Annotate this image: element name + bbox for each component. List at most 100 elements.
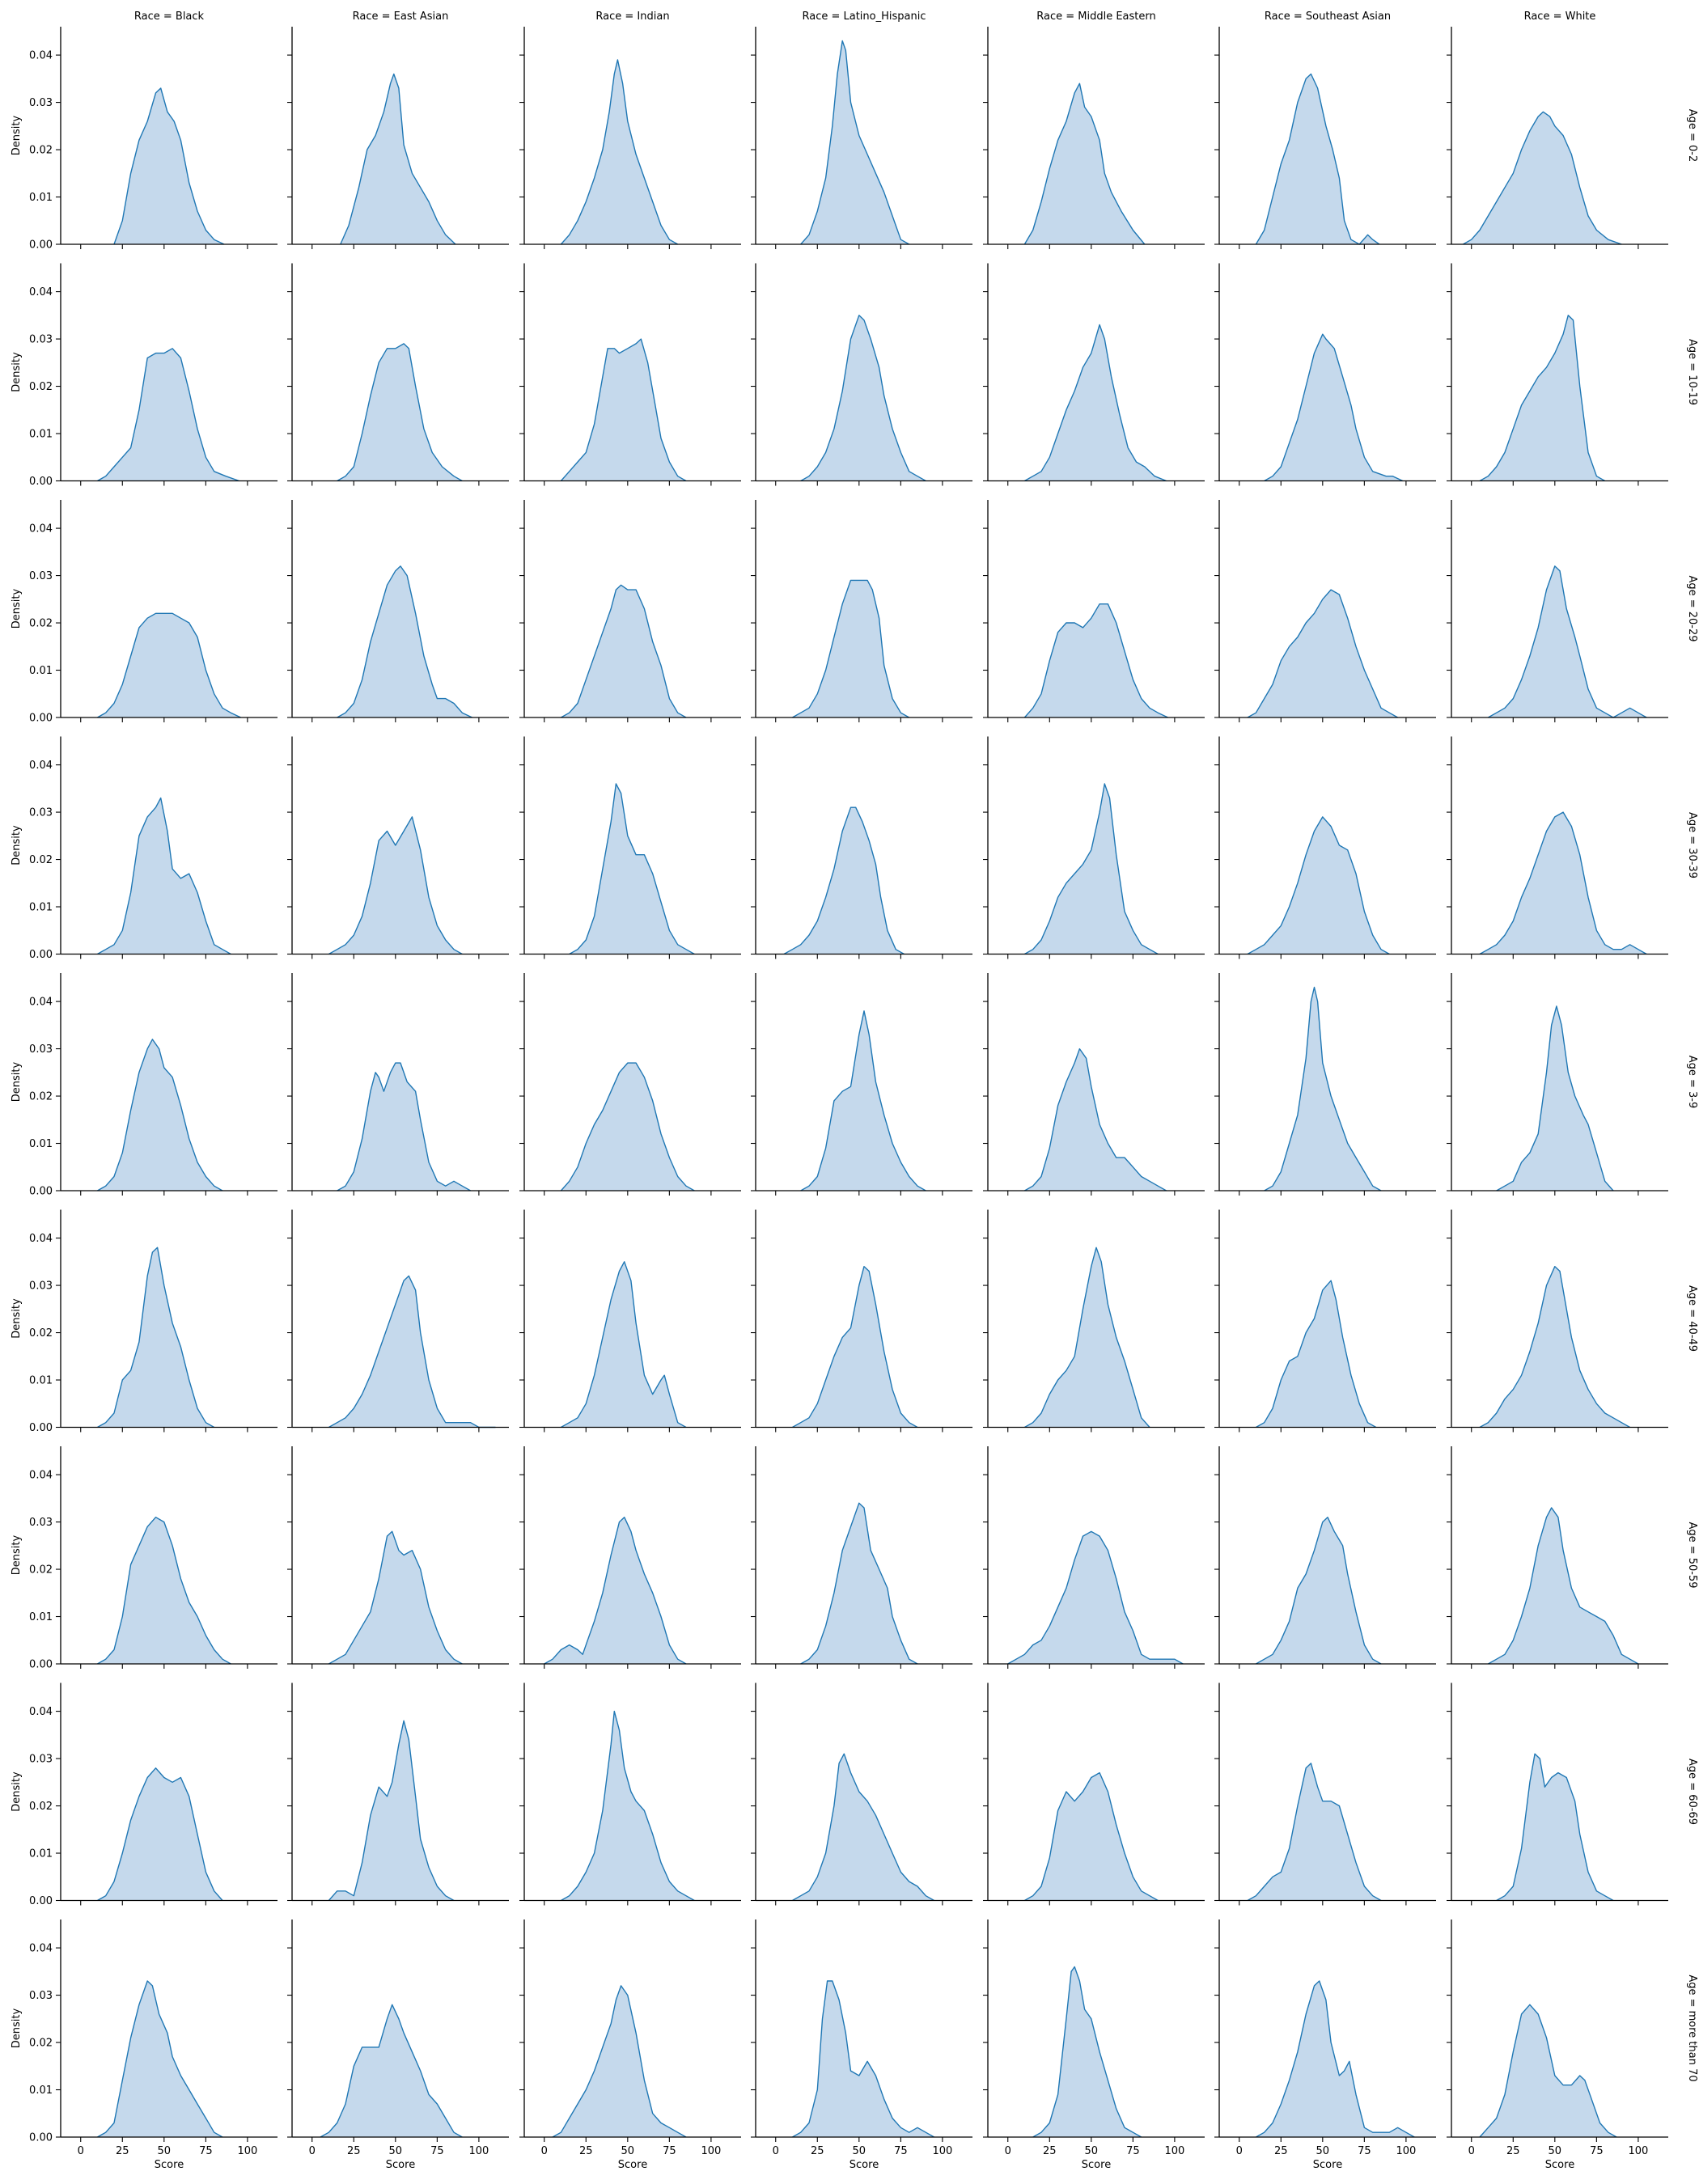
density-line [1479,1266,1630,1428]
density-line [569,783,695,955]
density-area [1248,590,1398,717]
y-tick-label: 0.00 [29,476,53,488]
density-line [1496,1753,1614,1902]
facet-panel-7-5 [1214,1682,1436,1906]
x-tick-label: 50 [389,2145,403,2157]
density-line [97,1246,215,1428]
x-axis-title: Score [155,2159,184,2171]
facet-panel-8-2: 0 25 50 75 100 Score [519,1919,741,2171]
density-line [561,1710,695,1902]
y-tick-label: 0.02 [29,145,53,157]
facet-panel-3-4 [983,736,1205,959]
density-line [792,1980,934,2138]
density-line [337,565,472,718]
facet-panel-0-6: Race = White Age = 0-2 [1447,11,1698,249]
y-tick-label: 0.01 [29,665,53,677]
x-tick-label: 25 [579,2145,593,2157]
density-line [1032,1966,1142,2138]
facet-panel-5-4 [983,1209,1205,1433]
x-tick-label: 75 [1126,2145,1140,2157]
facet-panel-4-6: Age = 3-9 [1447,973,1698,1196]
density-line [1024,1771,1159,1902]
facet-panel-4-4 [983,973,1205,1196]
y-tick-label: 0.04 [29,50,53,62]
facet-panel-7-1 [287,1682,509,1906]
y-axis-title: Density [11,2008,23,2048]
facet-panel-8-5: 0 25 50 75 100 Score [1214,1919,1436,2171]
density-area [97,1247,214,1428]
facet-panel-3-3 [751,736,972,959]
x-tick-label: 25 [116,2145,129,2157]
row-title: Age = 0-2 [1686,109,1698,163]
density-area [114,88,224,244]
density-area [97,613,241,717]
facet-panel-3-0: 0.00 0.01 0.02 0.03 0.04 Density [11,736,278,961]
density-area [1480,1266,1630,1428]
density-line [1024,783,1159,955]
density-area [561,1063,695,1191]
density-area [800,40,909,244]
facet-panel-7-3 [751,1682,972,1906]
facet-panel-1-6: Age = 10-19 [1447,263,1698,486]
x-tick-label: 25 [1043,2145,1057,2157]
density-line [337,1062,471,1191]
x-axis-title: Score [850,2159,879,2171]
facet-panel-5-6: Age = 40-49 [1447,1209,1698,1433]
density-line [337,343,463,482]
facet-panel-5-1 [287,1209,509,1433]
y-axis-title: Density [11,352,23,392]
facet-panel-1-2 [519,263,741,486]
y-tick-label: 0.03 [29,1517,53,1529]
facet-panel-2-5 [1214,500,1436,722]
y-tick-label: 0.01 [29,902,53,914]
density-area [337,565,472,717]
density-area [328,1531,463,1664]
facet-panel-3-1 [287,736,509,959]
facet-panel-1-5 [1214,263,1436,486]
density-area [561,59,678,245]
density-area [1264,334,1403,481]
y-tick-label: 0.00 [29,1659,53,1671]
density-area [784,807,905,954]
x-tick-label: 75 [430,2145,444,2157]
x-tick-label: 25 [1274,2145,1288,2157]
y-tick-label: 0.00 [29,1422,53,1434]
x-tick-label: 50 [1316,2145,1330,2157]
column-title: Race = East Asian [353,11,449,23]
density-line [1264,333,1404,482]
y-tick-label: 0.04 [29,760,53,772]
density-area [561,1261,686,1428]
row-title: Age = more than 70 [1686,1974,1698,2081]
density-area [97,1981,223,2137]
facet-panel-4-1 [287,973,509,1196]
facet-panel-8-3: 0 25 50 75 100 Score [751,1919,972,2171]
facet-panel-4-3 [751,973,972,1196]
facet-panel-7-0: 0.00 0.01 0.02 0.03 0.04 Density [11,1682,278,1907]
x-tick-label: 50 [1085,2145,1099,2157]
density-line [328,1275,496,1428]
facet-panel-0-3: Race = Latino_Hispanic [751,11,972,249]
density-area [328,1276,496,1428]
density-line [1255,73,1380,245]
x-tick-label: 25 [811,2145,824,2157]
x-tick-label: 25 [347,2145,361,2157]
density-area [1488,565,1647,717]
facet-panel-8-4: 0 25 50 75 100 Score [983,1919,1205,2171]
y-tick-label: 0.03 [29,97,53,109]
density-area [1024,1247,1150,1428]
density-line [328,1720,455,1902]
density-line [1024,1246,1150,1428]
facet-panel-8-1: 0 25 50 75 100 Score [287,1919,509,2171]
y-tick-label: 0.02 [29,1801,53,1813]
density-line [1488,1507,1639,1665]
density-area [97,798,231,954]
density-area [1024,784,1159,954]
density-line [560,338,687,482]
density-line [97,1039,223,1191]
density-line [1488,565,1647,718]
column-title: Race = Latino_Hispanic [802,11,926,23]
y-tick-label: 0.01 [29,1848,53,1860]
x-tick-label: 100 [1628,2145,1648,2157]
y-tick-label: 0.03 [29,334,53,346]
